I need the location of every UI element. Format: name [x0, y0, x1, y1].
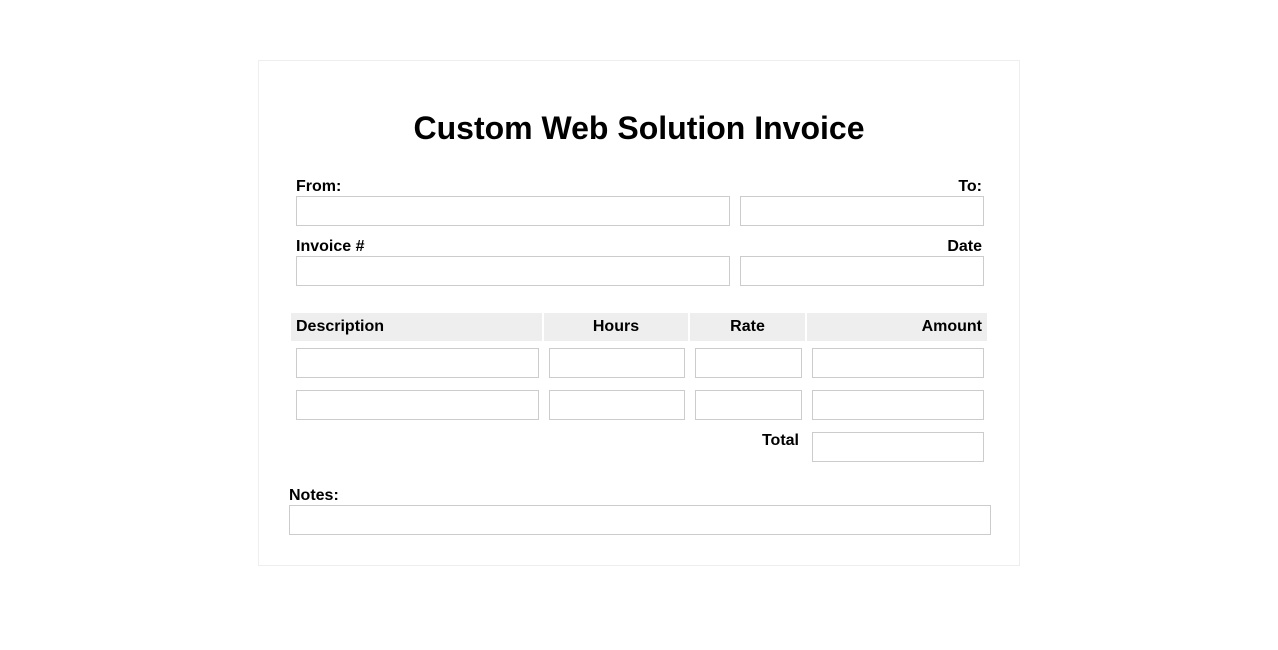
row-1-hours-input[interactable]	[549, 348, 685, 378]
row-1-rate-input[interactable]	[695, 348, 802, 378]
header-rate: Rate	[690, 313, 805, 341]
notes-label: Notes:	[289, 487, 339, 504]
from-input[interactable]	[296, 196, 730, 226]
row-2-description-input[interactable]	[296, 390, 539, 420]
header-hours: Hours	[544, 313, 688, 341]
invoice-number-label: Invoice #	[296, 238, 365, 255]
row-1-description-input[interactable]	[296, 348, 539, 378]
notes-input[interactable]	[289, 505, 991, 535]
total-input[interactable]	[812, 432, 984, 462]
page-title: Custom Web Solution Invoice	[413, 110, 865, 146]
invoice-card	[258, 60, 1020, 566]
row-2-rate-input[interactable]	[695, 390, 802, 420]
header-description: Description	[291, 313, 542, 341]
invoice-number-input[interactable]	[296, 256, 730, 286]
to-input[interactable]	[740, 196, 984, 226]
row-1-amount-input[interactable]	[812, 348, 984, 378]
header-amount: Amount	[807, 313, 987, 341]
to-label: To:	[958, 178, 982, 195]
row-2-amount-input[interactable]	[812, 390, 984, 420]
date-input[interactable]	[740, 256, 984, 286]
total-label: Total	[761, 432, 799, 449]
date-label: Date	[947, 238, 982, 255]
from-label: From:	[296, 178, 342, 195]
row-2-hours-input[interactable]	[549, 390, 685, 420]
